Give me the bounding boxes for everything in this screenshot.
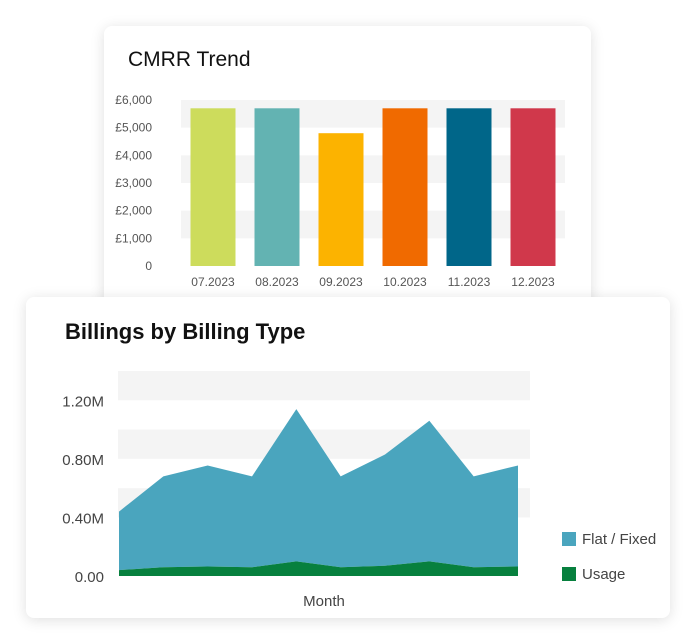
y-tick-label: £3,000 <box>115 176 152 190</box>
billings-card: Billings by Billing Type 0.00 0.40M 0.80M 1… <box>26 297 670 618</box>
x-tick-label: 07.2023 <box>191 275 235 289</box>
x-tick-label: 12.2023 <box>511 275 555 289</box>
billings-chart-title: Billings by Billing Type <box>65 319 306 344</box>
x-tick-label: 08.2023 <box>255 275 299 289</box>
x-axis-label: Month <box>303 593 345 610</box>
billings-area-chart: 0.00 0.40M 0.80M 1.20M Month <box>62 371 530 610</box>
y-tick-label: £1,000 <box>115 231 152 245</box>
y-tick-label: £2,000 <box>115 204 152 218</box>
area-usage <box>119 561 518 576</box>
bar-09.2023 <box>318 133 364 266</box>
legend-swatch-flat-fixed <box>562 532 576 546</box>
y-tick-label: 0.80M <box>62 452 104 469</box>
legend-item-usage[interactable]: Usage <box>562 563 656 585</box>
cmrr-bar-chart: 0 £1,000 £2,000 £3,000 £4,000 £5,000 £6,000 07.… <box>115 93 565 289</box>
y-tick-label: 1.20M <box>62 393 104 410</box>
y-tick-label: £5,000 <box>115 121 152 135</box>
grid-band <box>181 210 565 239</box>
x-tick-label: 10.2023 <box>383 275 427 289</box>
y-tick-label: 0.40M <box>62 510 104 527</box>
bar-11.2023 <box>446 108 492 266</box>
cmrr-trend-card: CMRR Trend 0 £1,000 £2,000 £3,000 £4,000 £5,0… <box>104 26 591 310</box>
y-tick-label: 0 <box>145 259 152 273</box>
cmrr-chart-title: CMRR Trend <box>128 48 251 71</box>
legend-label-flat-fixed: Flat / Fixed <box>582 530 657 548</box>
legend-swatch-usage <box>562 567 576 581</box>
bar-07.2023 <box>190 108 236 266</box>
area-flat-fixed <box>119 409 518 571</box>
x-tick-label: 09.2023 <box>319 275 363 289</box>
grid-band <box>118 371 530 401</box>
bar-10.2023 <box>382 108 428 266</box>
y-tick-label: £4,000 <box>115 148 152 162</box>
legend-item-flat-fixed[interactable]: Flat / Fixed <box>562 528 656 550</box>
grid-band <box>181 100 565 128</box>
grid-band <box>181 155 565 183</box>
bar-08.2023 <box>254 108 300 266</box>
bar-12.2023 <box>510 108 556 266</box>
billings-legend: Flat / Fixed Usage <box>562 528 656 598</box>
legend-label-usage: Usage <box>582 565 626 583</box>
y-tick-label: £6,000 <box>115 93 152 107</box>
y-tick-label: 0.00 <box>75 569 104 586</box>
x-tick-label: 11.2023 <box>448 275 491 289</box>
